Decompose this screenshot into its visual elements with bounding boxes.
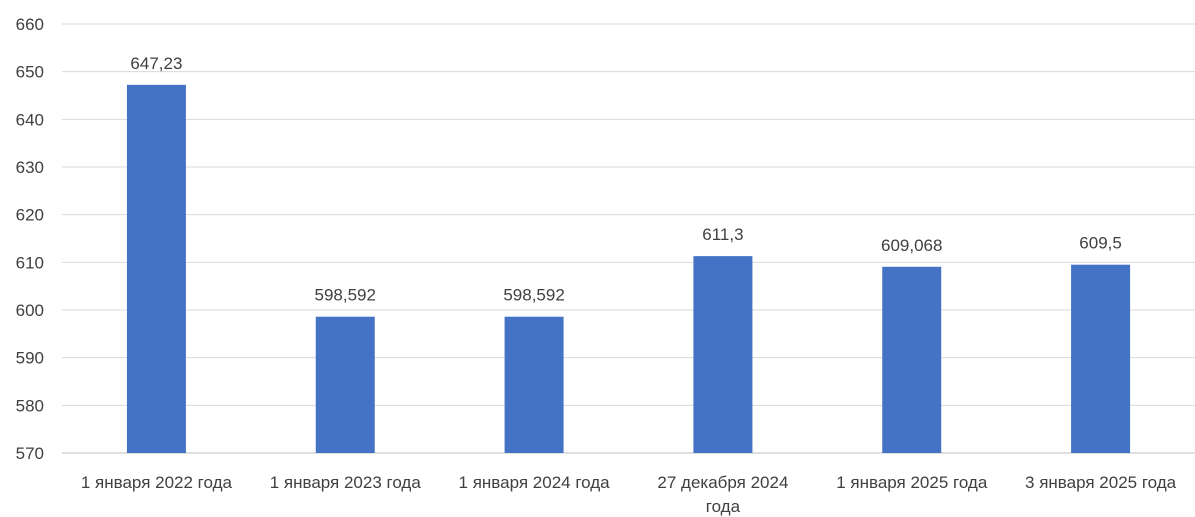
y-tick-label: 650 <box>16 63 44 82</box>
x-axis-labels: 1 января 2022 года 1 января 2023 года 1 ян… <box>81 473 1177 516</box>
x-tick-label-line: года <box>706 497 741 516</box>
bar <box>126 84 186 453</box>
bar <box>1071 264 1131 453</box>
data-label: 598,592 <box>503 286 564 305</box>
x-tick-label: 1 января 2024 года <box>459 473 611 492</box>
y-axis-ticks: 570 580 590 600 610 620 630 640 650 660 <box>16 15 44 463</box>
y-tick-label: 590 <box>16 349 44 368</box>
bar <box>693 256 753 453</box>
x-tick-label-line: 27 декабря 2024 <box>657 473 788 492</box>
data-label: 609,5 <box>1079 234 1122 253</box>
y-tick-label: 610 <box>16 253 44 272</box>
data-label: 598,592 <box>315 286 376 305</box>
y-tick-label: 640 <box>16 110 44 129</box>
data-label: 609,068 <box>881 236 942 255</box>
x-tick-label: 3 января 2025 года <box>1025 473 1177 492</box>
y-tick-label: 600 <box>16 301 44 320</box>
x-tick-label: 1 января 2023 года <box>270 473 422 492</box>
bars <box>126 84 1131 453</box>
y-tick-label: 630 <box>16 158 44 177</box>
x-tick-label: 1 января 2022 года <box>81 473 233 492</box>
data-labels: 647,23 598,592 598,592 611,3 609,068 609,5 <box>130 54 1121 305</box>
y-tick-label: 570 <box>16 444 44 463</box>
x-tick-label-line: 1 января 2024 года <box>459 473 611 492</box>
x-tick-label: 27 декабря 2024 года <box>657 473 788 516</box>
y-tick-label: 620 <box>16 206 44 225</box>
data-label: 647,23 <box>130 54 182 73</box>
data-label: 611,3 <box>702 225 743 244</box>
x-tick-label: 1 января 2025 года <box>836 473 988 492</box>
y-tick-label: 580 <box>16 396 44 415</box>
gridlines <box>62 23 1195 454</box>
x-tick-label-line: 1 января 2025 года <box>836 473 988 492</box>
bar <box>504 316 564 453</box>
x-tick-label-line: 3 января 2025 года <box>1025 473 1177 492</box>
x-tick-label-line: 1 января 2022 года <box>81 473 233 492</box>
bar <box>882 266 942 453</box>
x-tick-label-line: 1 января 2023 года <box>270 473 422 492</box>
bar <box>315 316 375 453</box>
y-tick-label: 660 <box>16 15 44 34</box>
